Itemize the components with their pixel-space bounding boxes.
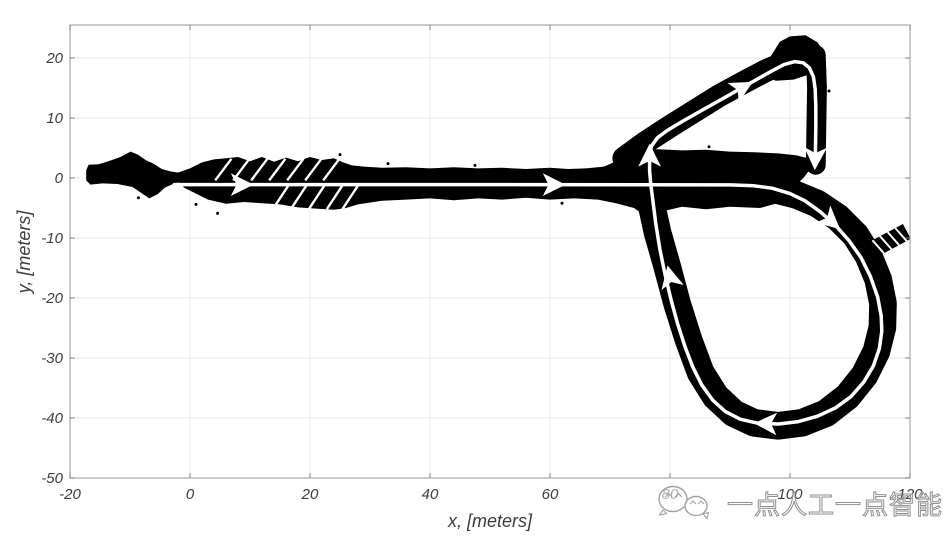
chevron-marking bbox=[271, 183, 291, 210]
stair-stripe bbox=[894, 227, 908, 242]
y-tick-label: -40 bbox=[41, 410, 63, 427]
chevron-marking bbox=[286, 158, 305, 182]
map-speck bbox=[827, 89, 831, 93]
x-tick-label: 20 bbox=[301, 486, 319, 503]
direction-arrow bbox=[815, 205, 840, 230]
tick-labels-layer: -2002040608010012020100-10-20-30-40-50 bbox=[41, 50, 923, 503]
trajectory-layer bbox=[172, 59, 884, 436]
trajectory-path bbox=[172, 59, 884, 426]
direction-arrow bbox=[727, 81, 753, 103]
x-tick-label: 120 bbox=[897, 486, 923, 503]
direction-arrow bbox=[754, 412, 778, 436]
y-tick-label: -50 bbox=[41, 470, 63, 487]
stair-stripe bbox=[886, 231, 900, 246]
y-tick-label: -10 bbox=[41, 230, 63, 247]
direction-arrow bbox=[804, 147, 827, 171]
map-speck bbox=[707, 145, 711, 149]
chevron-marking bbox=[250, 158, 269, 182]
direction-arrow bbox=[661, 265, 684, 291]
stair-structure bbox=[864, 224, 910, 260]
y-tick-label: 0 bbox=[55, 170, 64, 187]
axes-frame-layer bbox=[69, 24, 911, 479]
direction-arrow bbox=[230, 173, 254, 196]
x-tick-label: 100 bbox=[777, 486, 803, 503]
x-tick-label: -20 bbox=[59, 486, 81, 503]
map-region-left-blob bbox=[86, 151, 184, 199]
chevron-marking bbox=[289, 183, 309, 210]
chevron-marking bbox=[325, 183, 345, 210]
map-band-bottom-loop-ring bbox=[635, 176, 897, 440]
y-axis-label: y, [meters] bbox=[14, 210, 34, 296]
y-tick-label: -30 bbox=[41, 350, 63, 367]
watermark: 一点人工一点智能 bbox=[658, 485, 943, 521]
chevron-marking bbox=[307, 183, 327, 210]
map-speck bbox=[560, 201, 564, 205]
chevron-marking bbox=[214, 158, 233, 182]
map-speck bbox=[338, 153, 342, 157]
stair-stripe bbox=[879, 235, 893, 250]
stair-stripe bbox=[871, 239, 885, 254]
x-tick-label: 60 bbox=[542, 486, 559, 503]
map-speck bbox=[216, 211, 220, 215]
y-tick-label: 10 bbox=[46, 110, 63, 127]
chevron-marking bbox=[341, 183, 360, 210]
map-speck bbox=[136, 196, 140, 200]
x-axis-label: x, [meters] bbox=[447, 511, 533, 531]
occupancy-map-layer bbox=[86, 35, 910, 440]
map-speck bbox=[473, 163, 477, 167]
x-tick-label: 40 bbox=[422, 486, 439, 503]
direction-arrow bbox=[542, 173, 566, 196]
map-band-top-loop-diagonal-corridor bbox=[612, 50, 799, 170]
stair-structure-body bbox=[864, 224, 910, 260]
chevron-marking bbox=[322, 158, 341, 182]
map-speck bbox=[386, 162, 390, 166]
chevron-marking bbox=[268, 158, 287, 182]
wechat-icon bbox=[658, 485, 710, 520]
direction-arrow bbox=[638, 143, 661, 167]
grid-layer bbox=[69, 25, 911, 479]
y-tick-label: 20 bbox=[45, 50, 63, 67]
map-speck bbox=[194, 202, 198, 206]
x-tick-label: 0 bbox=[186, 486, 195, 503]
y-tick-label: -20 bbox=[41, 290, 63, 307]
watermark-text: 一点人工一点智能 bbox=[727, 490, 943, 520]
chevron-marking bbox=[304, 158, 323, 182]
plot-border bbox=[69, 24, 911, 479]
